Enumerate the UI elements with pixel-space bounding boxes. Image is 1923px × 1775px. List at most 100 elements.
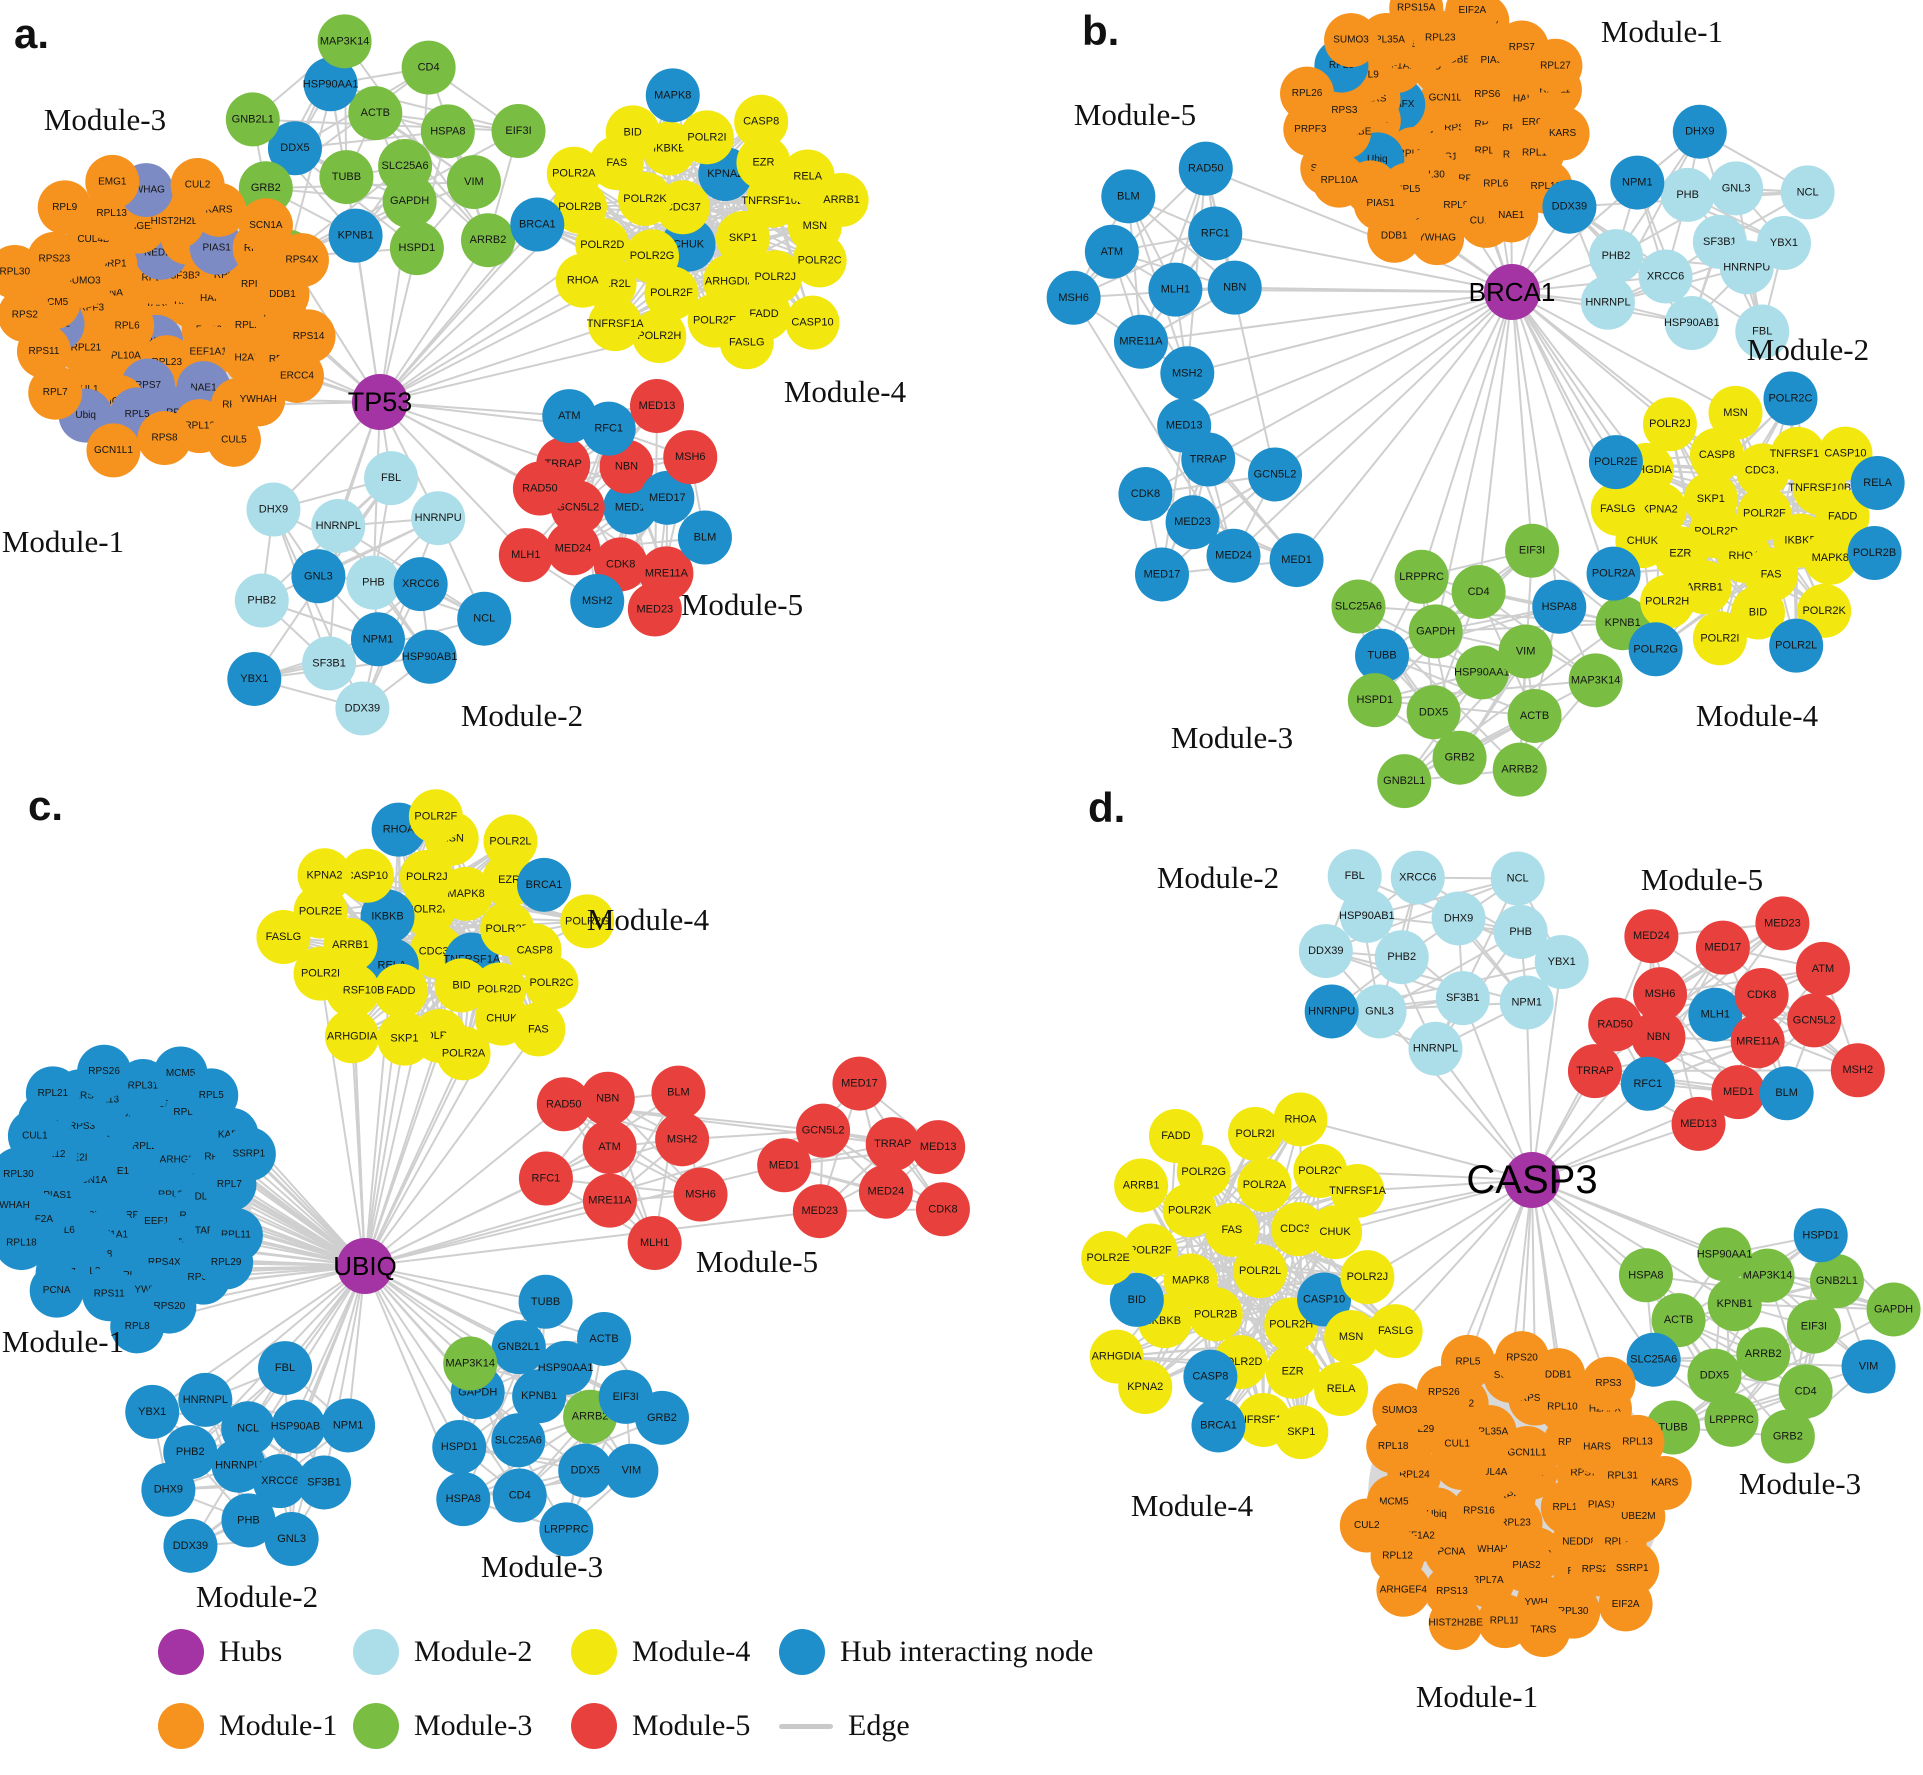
- node-MAPK8[interactable]: [1803, 530, 1858, 585]
- node-MAPK8[interactable]: [645, 68, 700, 123]
- node-MED17[interactable]: [1695, 920, 1750, 975]
- node-TRRAP[interactable]: [865, 1117, 920, 1172]
- node-RFC1[interactable]: [518, 1151, 573, 1206]
- node-HSP90AB1[interactable]: [271, 1399, 326, 1454]
- node-MED23[interactable]: [627, 582, 682, 637]
- node-MSH2[interactable]: [1160, 346, 1215, 401]
- node-FADD[interactable]: [1148, 1108, 1203, 1163]
- node-HSP90AA1[interactable]: [303, 57, 358, 112]
- node-POLR2J[interactable]: [1340, 1250, 1395, 1305]
- node-YBX1[interactable]: [227, 651, 282, 706]
- node-RPS2[interactable]: [0, 288, 52, 343]
- node-YWHAH[interactable]: [0, 1178, 39, 1233]
- node-RPL29[interactable]: [199, 1235, 254, 1290]
- node-EMG1[interactable]: [85, 154, 140, 209]
- node-POLR2J[interactable]: [399, 849, 454, 904]
- node-DDB1[interactable]: [1367, 208, 1422, 263]
- node-NCL[interactable]: [1780, 165, 1835, 220]
- node-BRCA1[interactable]: [510, 197, 565, 252]
- node-RPL30[interactable]: [0, 244, 42, 299]
- node-GCN5L2[interactable]: [1787, 993, 1842, 1048]
- node-NCL[interactable]: [457, 591, 512, 646]
- node-SF3B1[interactable]: [297, 1455, 352, 1510]
- node-POLR2B[interactable]: [1847, 526, 1902, 581]
- node-PHB[interactable]: [1660, 167, 1715, 222]
- node-HSP90AA1[interactable]: [1454, 645, 1509, 700]
- node-FBL[interactable]: [1327, 849, 1382, 904]
- node-MED17[interactable]: [832, 1056, 887, 1111]
- node-MSH2[interactable]: [570, 574, 625, 629]
- node-BLM[interactable]: [651, 1065, 706, 1120]
- node-YBX1[interactable]: [125, 1384, 180, 1439]
- node-CASP10[interactable]: [339, 848, 394, 903]
- node-KPNA2[interactable]: [297, 848, 352, 903]
- node-ARHGDIA[interactable]: [1089, 1329, 1144, 1384]
- node-POLR2I[interactable]: [1228, 1106, 1283, 1161]
- node-CASP10[interactable]: [785, 295, 840, 350]
- node-HSPD1[interactable]: [389, 221, 444, 276]
- node-POLR2C[interactable]: [792, 233, 847, 288]
- node-RAD50[interactable]: [536, 1077, 591, 1132]
- node-NPM1[interactable]: [1499, 975, 1554, 1030]
- node-RPS15A[interactable]: [1389, 0, 1444, 35]
- node-HSPA8[interactable]: [1618, 1248, 1673, 1303]
- node-GRB2[interactable]: [1432, 730, 1487, 785]
- node-MAP3K14[interactable]: [443, 1336, 498, 1391]
- node-RPL5[interactable]: [184, 1068, 239, 1123]
- node-HSP90AB1[interactable]: [402, 629, 457, 684]
- node-EIF3I[interactable]: [1505, 523, 1560, 578]
- node-SUMO3[interactable]: [1372, 1383, 1427, 1438]
- node-IKBKB[interactable]: [360, 889, 415, 944]
- node-RAD50[interactable]: [1178, 141, 1233, 196]
- node-HSPA8[interactable]: [436, 1472, 491, 1527]
- node-SF3B1[interactable]: [302, 636, 357, 691]
- node-POLR2G[interactable]: [1628, 622, 1683, 677]
- node-CASP10[interactable]: [1297, 1272, 1352, 1327]
- node-GCN1L1[interactable]: [86, 423, 141, 478]
- node-FASLG[interactable]: [1590, 481, 1645, 536]
- node-EIF3I[interactable]: [491, 104, 546, 159]
- node-KARS[interactable]: [1637, 1456, 1692, 1511]
- node-CUL5[interactable]: [206, 412, 261, 467]
- node-HSP90AA1[interactable]: [1697, 1227, 1752, 1282]
- node-PHB2[interactable]: [1588, 229, 1643, 284]
- node-TUBB[interactable]: [1355, 628, 1410, 683]
- node-FADD[interactable]: [373, 963, 428, 1018]
- node-SKP1[interactable]: [1274, 1405, 1329, 1460]
- node-GRB2[interactable]: [1760, 1409, 1815, 1464]
- node-GAPDH[interactable]: [382, 174, 437, 229]
- node-FBL[interactable]: [258, 1341, 313, 1396]
- node-POLR2A[interactable]: [1586, 546, 1641, 601]
- node-GNL3[interactable]: [264, 1512, 319, 1567]
- node-MED17[interactable]: [1134, 547, 1189, 602]
- node-ACTB[interactable]: [1651, 1293, 1706, 1348]
- hub-CASP3[interactable]: [1504, 1152, 1560, 1208]
- node-RPS26[interactable]: [77, 1044, 132, 1099]
- node-BID[interactable]: [1730, 585, 1785, 640]
- node-BLM[interactable]: [1101, 169, 1156, 224]
- node-RPL5[interactable]: [1440, 1334, 1495, 1389]
- node-CUL2[interactable]: [170, 158, 225, 213]
- node-MLH1[interactable]: [498, 528, 553, 583]
- node-FBL[interactable]: [1735, 304, 1790, 359]
- node-YWHAH[interactable]: [231, 372, 286, 427]
- node-FASLG[interactable]: [1368, 1304, 1423, 1359]
- hub-TP53[interactable]: [352, 374, 408, 430]
- node-DDX39[interactable]: [335, 681, 390, 736]
- node-RPL21[interactable]: [25, 1066, 80, 1121]
- node-SKP1[interactable]: [715, 211, 770, 266]
- node-HSPA8[interactable]: [1532, 579, 1587, 634]
- node-FAS[interactable]: [1204, 1202, 1259, 1257]
- node-EIF3I[interactable]: [1786, 1299, 1841, 1354]
- node-BRCA1[interactable]: [517, 857, 572, 912]
- node-CASP8[interactable]: [1689, 427, 1744, 482]
- node-BID[interactable]: [605, 105, 660, 160]
- node-POLR2L[interactable]: [1769, 618, 1824, 673]
- node-MSH6[interactable]: [673, 1167, 728, 1222]
- node-MSH6[interactable]: [663, 430, 718, 485]
- node-XRCC6[interactable]: [1390, 850, 1445, 905]
- node-POLR2H[interactable]: [1640, 574, 1695, 629]
- node-CASP8[interactable]: [1183, 1349, 1238, 1404]
- node-MSH6[interactable]: [1633, 967, 1688, 1022]
- node-CD4[interactable]: [401, 40, 456, 95]
